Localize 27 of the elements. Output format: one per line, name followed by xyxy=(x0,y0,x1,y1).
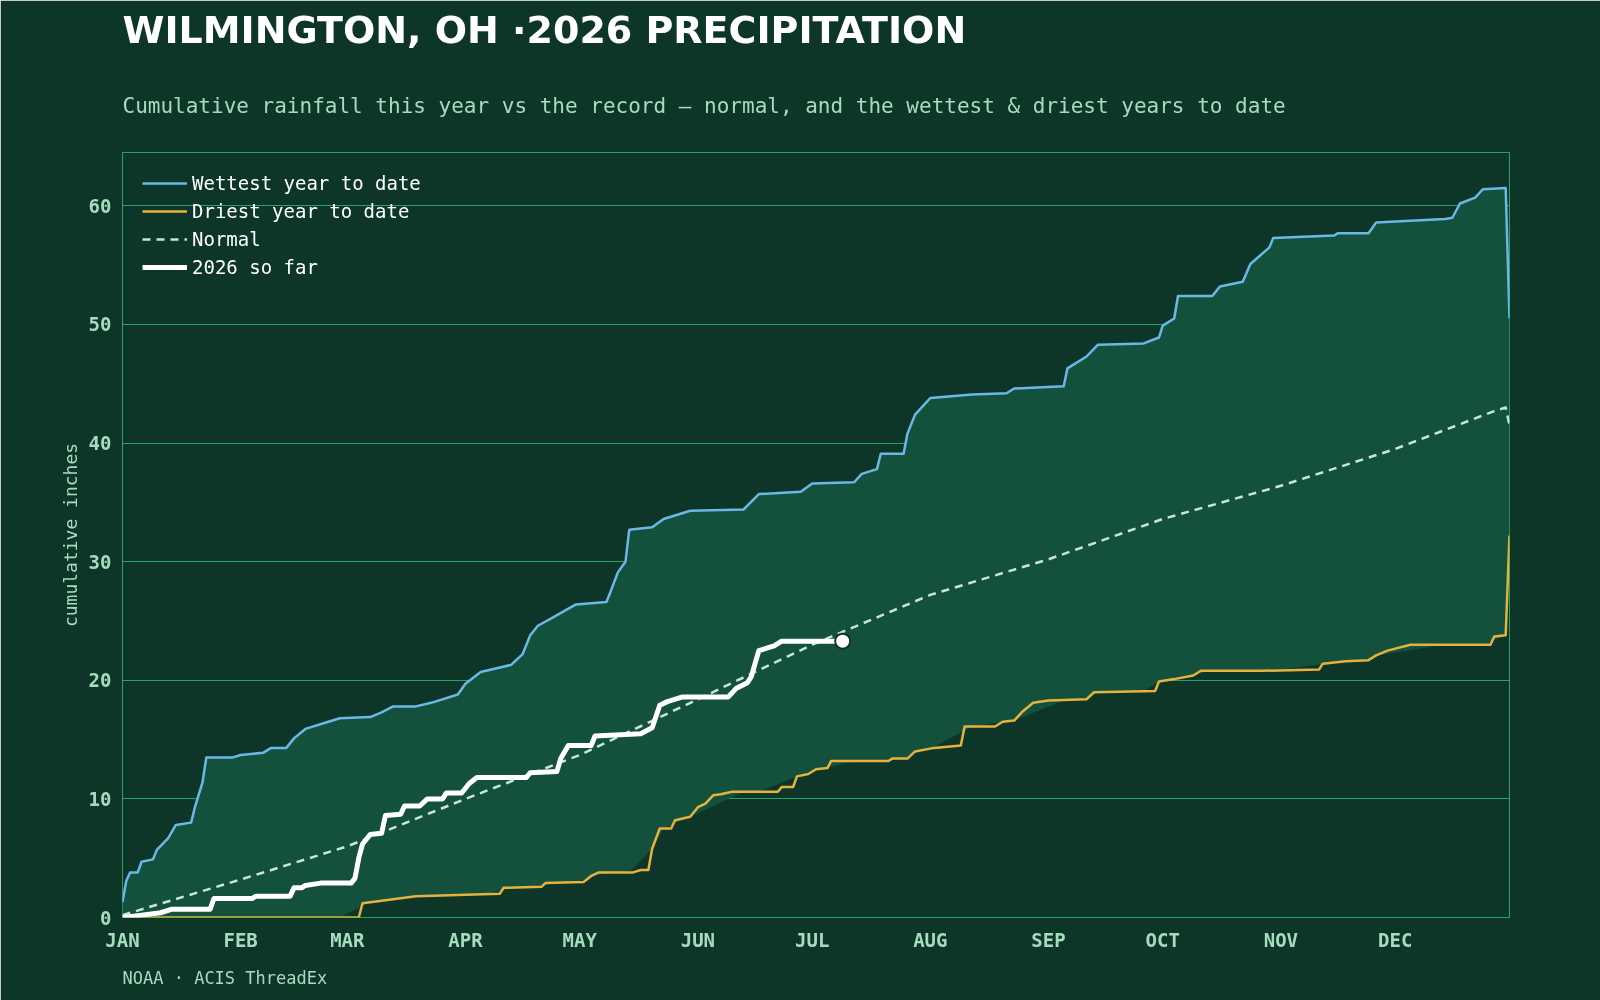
x-tick-label: OCT xyxy=(1145,928,1180,951)
x-tick-label: JUN xyxy=(680,928,716,951)
x-tick-label: AUG xyxy=(913,928,948,951)
y-tick-label: 40 xyxy=(88,432,112,455)
legend-label: Normal xyxy=(192,228,261,250)
x-tick-label: JUL xyxy=(795,928,830,951)
y-tick-label: 10 xyxy=(88,787,112,810)
x-tick-label: NOV xyxy=(1263,928,1299,951)
x-tick-label: FEB xyxy=(223,928,258,951)
chart-subtitle: Cumulative rainfall this year vs the record — normal, and the wettest & driest years to date xyxy=(122,93,1286,118)
x-tick-label: DEC xyxy=(1378,928,1413,951)
x-tick-label: JAN xyxy=(105,928,140,951)
legend-label: 2026 so far xyxy=(192,256,318,278)
x-tick-label: APR xyxy=(448,928,484,951)
text: NOAA · ACIS ThreadEx xyxy=(122,968,328,988)
y-tick-label: 0 xyxy=(100,906,112,929)
y-tick-label: 20 xyxy=(88,669,112,692)
y-tick-label: 50 xyxy=(88,313,112,336)
x-tick-label: MAY xyxy=(562,928,598,951)
x-tick-label: SEP xyxy=(1031,928,1066,951)
y-axis-title: cumulative inches xyxy=(59,442,81,628)
x-tick-label: MAR xyxy=(330,928,366,951)
legend-label: Driest year to date xyxy=(192,200,410,222)
y-tick-label: 30 xyxy=(88,550,112,573)
legend-label: Wettest year to date xyxy=(192,172,421,194)
y-tick-label: 60 xyxy=(88,194,112,217)
chart-title: WILMINGTON, OH ·2026 PRECIPITATION xyxy=(122,7,967,52)
